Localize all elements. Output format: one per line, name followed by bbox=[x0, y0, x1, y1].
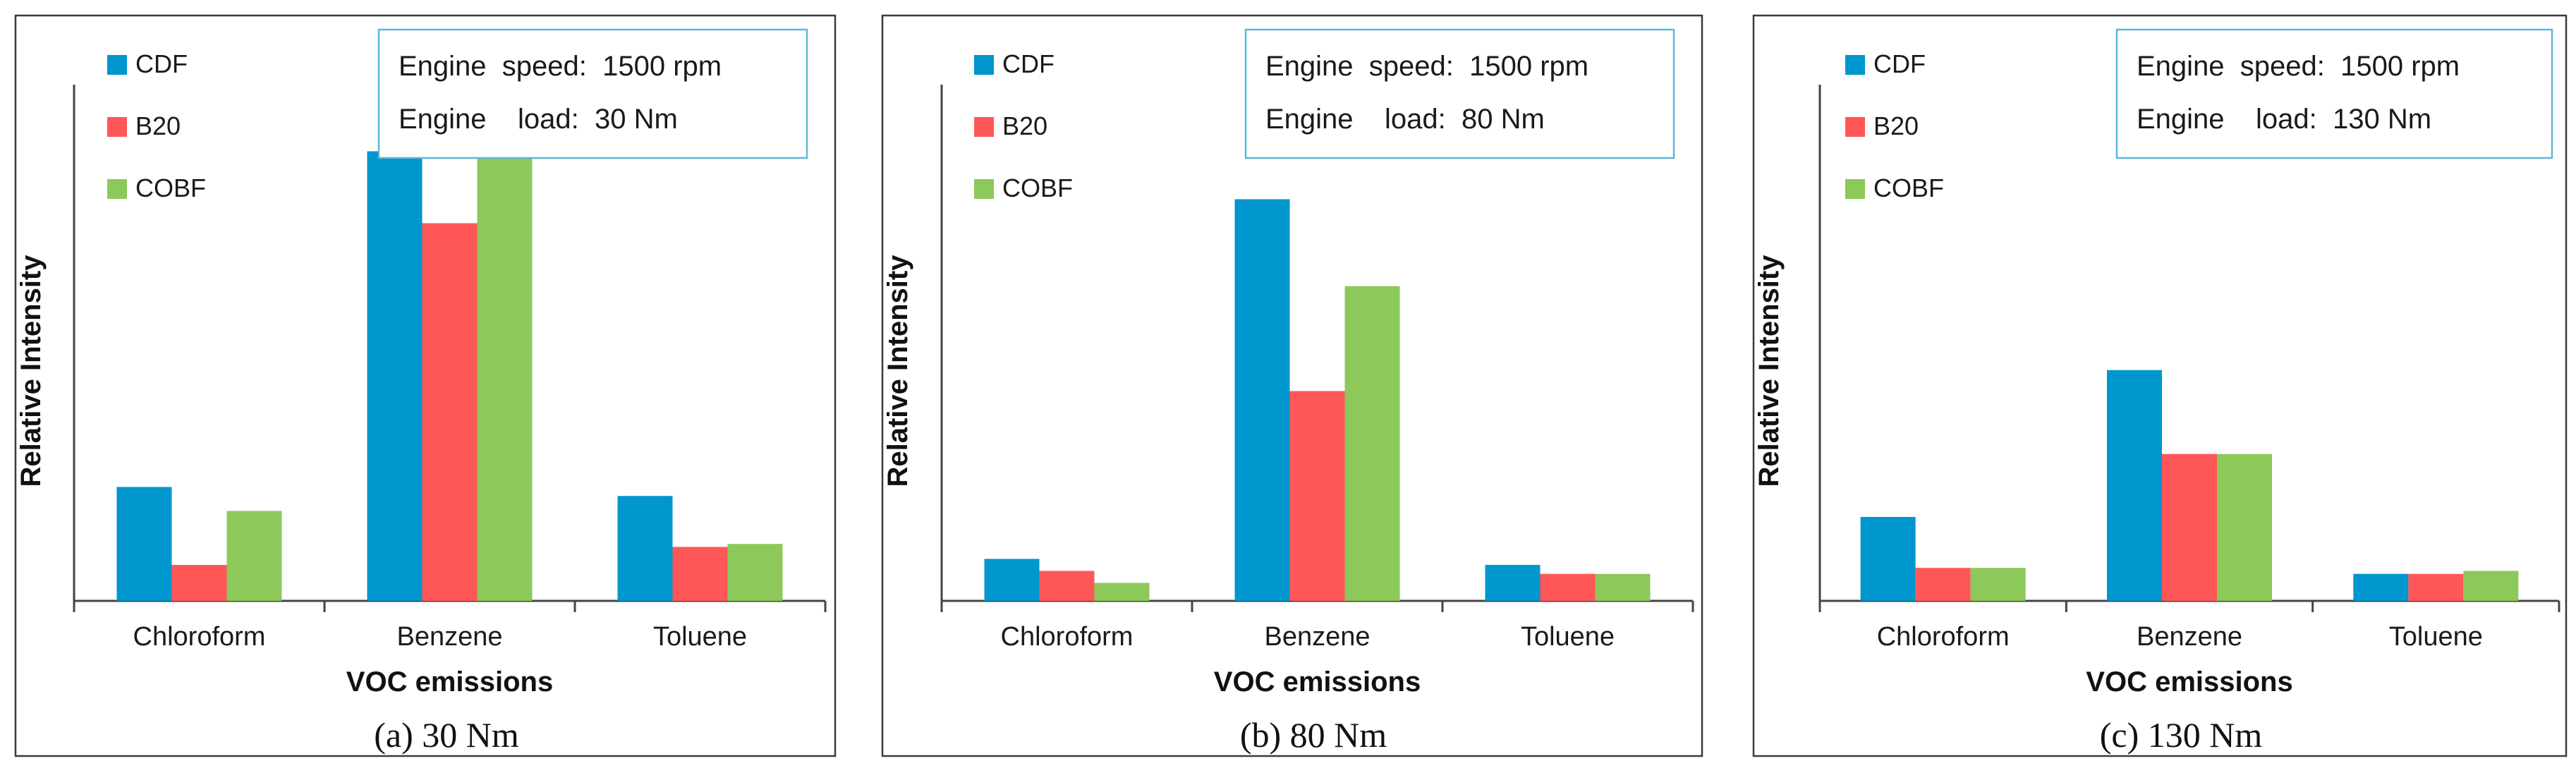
x-tick-label: Toluene bbox=[1521, 622, 1615, 652]
conditions-info-box bbox=[1244, 28, 1675, 159]
legend-swatch-cobf bbox=[1845, 179, 1865, 199]
bar-cdf-benzene bbox=[2107, 370, 2162, 601]
bar-cdf-toluene bbox=[617, 496, 673, 601]
bar-cobf-benzene bbox=[1344, 286, 1400, 601]
bar-b20-toluene bbox=[1540, 573, 1596, 601]
bar-cdf-chloroform bbox=[1860, 517, 1916, 601]
info-engine-load: Engine load: 30 Nm bbox=[399, 104, 678, 135]
panel-frame bbox=[1752, 14, 2568, 757]
bar-cobf-toluene bbox=[2463, 571, 2519, 601]
info-engine-load: Engine load: 130 Nm bbox=[2137, 104, 2431, 135]
bar-cobf-toluene bbox=[727, 544, 783, 601]
chart-panel-3: Chloroform Benzene Toluene VOC emissions Rel… bbox=[1752, 14, 2568, 757]
legend-swatch-cobf bbox=[107, 179, 127, 199]
bar-cobf-chloroform bbox=[1094, 583, 1150, 601]
conditions-info-box bbox=[377, 28, 808, 159]
chart-panel-1: Chloroform Benzene Toluene VOC emissions Rel… bbox=[14, 14, 837, 757]
x-tick-label: Benzene bbox=[1264, 622, 1370, 652]
x-axis-title: VOC emissions bbox=[2086, 666, 2292, 697]
panel-frame bbox=[881, 14, 1703, 757]
x-axis-title: VOC emissions bbox=[346, 666, 553, 697]
bar-cobf-benzene bbox=[2217, 453, 2272, 601]
x-tick-label: Chloroform bbox=[1001, 622, 1134, 652]
bar-cobf-chloroform bbox=[1970, 568, 2026, 601]
x-tick-label: Chloroform bbox=[1877, 622, 2010, 652]
bar-cdf-chloroform bbox=[984, 559, 1040, 601]
legend-label-cobf: COBF bbox=[1873, 173, 1944, 202]
info-engine-speed: Engine speed: 1500 rpm bbox=[399, 51, 722, 82]
bar-b20-toluene bbox=[2408, 573, 2464, 601]
bar-cdf-toluene bbox=[2353, 573, 2409, 601]
x-tick-label: Chloroform bbox=[133, 622, 266, 652]
bar-cdf-chloroform bbox=[116, 487, 172, 601]
legend-swatch-cdf bbox=[1845, 55, 1865, 75]
bar-b20-benzene bbox=[422, 223, 478, 601]
panel-caption: (a) 30 Nm bbox=[374, 715, 519, 755]
bar-b20-toluene bbox=[672, 547, 728, 601]
x-tick-label: Toluene bbox=[653, 622, 747, 652]
legend-swatch-cdf bbox=[107, 55, 127, 75]
bar-b20-chloroform bbox=[1915, 568, 1971, 601]
info-engine-speed: Engine speed: 1500 rpm bbox=[1265, 51, 1588, 82]
y-axis-title: Relative Intensity bbox=[1754, 255, 1785, 487]
legend-label-cdf: CDF bbox=[1873, 49, 1926, 78]
x-tick-label: Toluene bbox=[2389, 622, 2483, 652]
legend-label-b20: B20 bbox=[1873, 111, 1919, 140]
conditions-info-box bbox=[2115, 28, 2553, 159]
legend-label-b20: B20 bbox=[1002, 111, 1047, 140]
bar-cobf-toluene bbox=[1595, 573, 1651, 601]
bar-b20-benzene bbox=[2162, 453, 2217, 601]
legend-swatch-cdf bbox=[974, 55, 994, 75]
y-axis-title: Relative Intensity bbox=[16, 255, 47, 487]
panel-caption: (c) 130 Nm bbox=[2100, 715, 2263, 755]
legend-swatch-cobf bbox=[974, 179, 994, 199]
legend-label-cdf: CDF bbox=[1002, 49, 1055, 78]
bar-b20-chloroform bbox=[171, 565, 227, 601]
bar-b20-benzene bbox=[1289, 391, 1345, 601]
legend-swatch-b20 bbox=[974, 117, 994, 137]
chart-panel-2: Chloroform Benzene Toluene VOC emissions Rel… bbox=[881, 14, 1703, 757]
bar-cdf-toluene bbox=[1485, 565, 1541, 601]
legend-label-cobf: COBF bbox=[1002, 173, 1073, 202]
legend-label-cdf: CDF bbox=[135, 49, 188, 78]
legend-swatch-b20 bbox=[107, 117, 127, 137]
x-axis-title: VOC emissions bbox=[1214, 666, 1421, 697]
legend-swatch-b20 bbox=[1845, 117, 1865, 137]
y-axis-title: Relative Intensity bbox=[882, 255, 913, 487]
bar-b20-chloroform bbox=[1039, 571, 1095, 601]
panel-frame bbox=[14, 14, 837, 757]
legend-label-b20: B20 bbox=[135, 111, 181, 140]
legend-label-cobf: COBF bbox=[135, 173, 206, 202]
info-engine-load: Engine load: 80 Nm bbox=[1265, 104, 1545, 135]
bar-cobf-chloroform bbox=[226, 511, 282, 601]
panel-caption: (b) 80 Nm bbox=[1240, 715, 1387, 755]
x-tick-label: Benzene bbox=[2137, 622, 2242, 652]
info-engine-speed: Engine speed: 1500 rpm bbox=[2137, 51, 2460, 82]
x-tick-label: Benzene bbox=[396, 622, 502, 652]
bar-cdf-benzene bbox=[367, 151, 423, 601]
bar-cdf-benzene bbox=[1234, 199, 1290, 601]
bar-cobf-benzene bbox=[477, 148, 533, 601]
